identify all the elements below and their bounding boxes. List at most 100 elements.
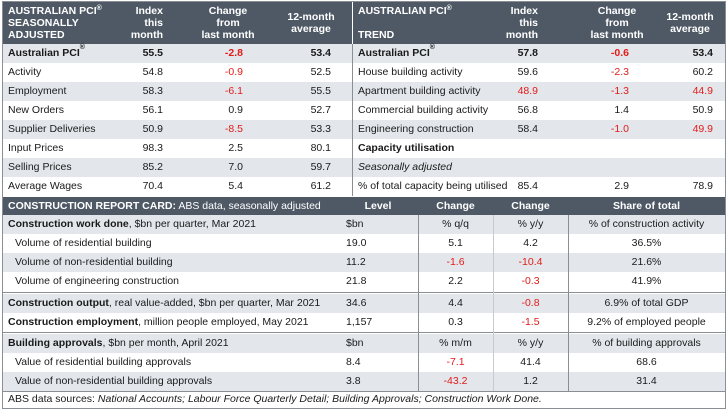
row-change: 5.4 <box>228 180 243 192</box>
card-row: Building approvals, $bn per month, April… <box>3 334 725 353</box>
row-label: Construction output, real value-added, $… <box>8 297 321 309</box>
row-label: Selling Prices <box>8 161 72 173</box>
card-row: Value of non-residential building approv… <box>3 372 725 391</box>
row-avg: 44.9 <box>692 85 713 97</box>
row-avg: 53.3 <box>310 123 331 135</box>
card-row: Volume of non-residential building 11.2 … <box>3 253 725 272</box>
row-avg: 49.9 <box>692 123 713 135</box>
card-row: Volume of engineering construction 21.8 … <box>3 272 725 291</box>
row-label: New Orders <box>8 104 65 116</box>
row-change: 0.9 <box>228 104 243 116</box>
row-change: -6.1 <box>224 85 243 97</box>
row-label: Activity <box>8 66 42 78</box>
row-change: -1.0 <box>610 123 629 135</box>
row-level: 34.6 <box>346 297 367 309</box>
row-change: -0.6 <box>610 47 629 59</box>
column-divider <box>418 215 419 391</box>
row-label: Volume of non-residential building <box>15 256 173 268</box>
row-avg: 50.9 <box>692 104 713 116</box>
row-label: Australian PCI® <box>358 44 435 59</box>
row-label: Average Wages <box>8 180 83 192</box>
section-divider <box>3 292 725 293</box>
row-share: 9.2% of employed people <box>587 316 706 328</box>
row-label: House building activity <box>358 66 463 78</box>
row-label: Engineering construction <box>358 123 474 135</box>
row-label: Value of non-residential building approv… <box>15 375 213 387</box>
card-row: Construction work done, $bn per quarter,… <box>3 215 725 234</box>
row-change-y: -1.5 <box>521 316 540 328</box>
row-share: 36.5% <box>631 237 662 249</box>
right-panel-title: AUSTRALIAN PCI® TREND <box>358 5 452 41</box>
left-col-index-header: Index this month <box>130 5 163 41</box>
right-col-change-header: Change from last month <box>590 5 644 41</box>
row-index: 58.3 <box>142 85 163 97</box>
row-index: 70.4 <box>142 180 163 192</box>
row-avg: 53.4 <box>310 47 331 59</box>
row-change: -8.5 <box>224 123 243 135</box>
row-change-q: 2.2 <box>448 275 463 287</box>
left-panel-title: AUSTRALIAN PCI® SEASONALLY ADJUSTED <box>8 5 102 41</box>
row-label: Australian PCI® <box>8 44 85 59</box>
left-row: Average Wages 70.4 5.4 61.2 <box>3 177 353 196</box>
row-label: Construction work done, $bn per quarter,… <box>8 218 256 230</box>
row-label: Seasonally adjusted <box>358 161 452 173</box>
row-share: 6.9% of total GDP <box>604 297 689 309</box>
footer-sources: ABS data sources: National Accounts; Lab… <box>8 393 542 405</box>
row-level: 3.8 <box>346 375 361 387</box>
row-label: Capacity utilisation <box>358 142 455 154</box>
footer-divider <box>3 391 725 392</box>
row-share: % of building approvals <box>592 337 701 349</box>
right-row: Australian PCI® 57.8 -0.6 53.4 <box>353 44 725 63</box>
column-divider <box>493 215 494 391</box>
row-change-q: % m/m <box>439 337 472 349</box>
row-avg: 78.9 <box>692 180 713 192</box>
left-col-change-header: Change from last month <box>201 5 255 41</box>
row-avg: 52.5 <box>310 66 331 78</box>
row-index: 57.8 <box>517 47 538 59</box>
row-change-q: -7.1 <box>446 356 465 368</box>
row-change-q: % q/q <box>442 218 469 230</box>
row-index: 48.9 <box>517 85 538 97</box>
row-level: 8.4 <box>346 356 361 368</box>
column-divider <box>568 215 569 391</box>
report-card-body: Construction work done, $bn per quarter,… <box>3 215 725 391</box>
row-share: 21.6% <box>631 256 662 268</box>
row-change: 1.4 <box>614 104 629 116</box>
row-level: 19.0 <box>346 237 367 249</box>
row-change-y: % y/y <box>517 218 544 230</box>
right-row: % of total capacity being utilised 85.4 … <box>353 177 725 196</box>
row-avg: 61.2 <box>310 180 331 192</box>
row-label: Volume of residential building <box>15 237 152 249</box>
left-row: Supplier Deliveries 50.9 -8.5 53.3 <box>3 120 353 139</box>
left-row: Selling Prices 85.2 7.0 59.7 <box>3 158 353 177</box>
row-change: -0.9 <box>224 66 243 78</box>
row-index: 58.4 <box>517 123 538 135</box>
top-header: AUSTRALIAN PCI® SEASONALLY ADJUSTED Inde… <box>3 2 725 44</box>
row-avg: 53.4 <box>692 47 713 59</box>
row-label: Input Prices <box>8 142 64 154</box>
row-label: % of total capacity being utilised <box>358 180 508 192</box>
row-label: Commercial building activity <box>358 104 489 116</box>
row-change-q: -43.2 <box>443 375 468 387</box>
row-change-y: 1.2 <box>523 375 538 387</box>
right-row: Engineering construction 58.4 -1.0 49.9 <box>353 120 725 139</box>
row-label: Supplier Deliveries <box>8 123 96 135</box>
left-panel-body: Australian PCI® 55.5 -2.8 53.4 Activity … <box>3 44 353 196</box>
col-change-q-header: Change <box>436 200 475 212</box>
left-col-avg-header: 12-month average <box>287 11 335 35</box>
row-change-q: -1.6 <box>446 256 465 268</box>
row-avg: 59.7 <box>310 161 331 173</box>
right-row: Seasonally adjusted <box>353 158 725 177</box>
row-change-y: -10.4 <box>518 256 543 268</box>
row-change-y: % y/y <box>517 337 544 349</box>
row-change-y: 41.4 <box>520 356 541 368</box>
row-share: 31.4 <box>636 375 657 387</box>
left-row: Employment 58.3 -6.1 55.5 <box>3 82 353 101</box>
row-share: 68.6 <box>636 356 657 368</box>
panel-divider <box>352 44 353 196</box>
right-panel-body: Australian PCI® 57.8 -0.6 53.4 House bui… <box>353 44 725 196</box>
row-index: 98.3 <box>142 142 163 154</box>
row-change-q: 4.4 <box>448 297 463 309</box>
row-change: 2.9 <box>614 180 629 192</box>
